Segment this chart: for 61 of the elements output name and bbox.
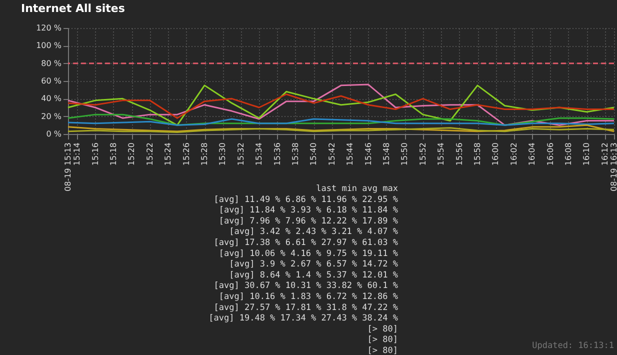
x-tick-label: 15:58	[473, 142, 482, 166]
x-tick-label: 15:24	[164, 142, 173, 166]
text: [avg] 11.84 % 3.93 % 6.18 % 11.84 %	[218, 206, 398, 216]
y-tick-label: 120 %	[36, 24, 62, 32]
x-tick-label: 08-19 15:13	[64, 142, 72, 192]
y-tick-label: 0 %	[46, 130, 62, 138]
text: [avg] 30.67 % 10.31 % 33.82 % 60.1 %	[214, 281, 398, 292]
x-tick-label: 15:56	[454, 142, 464, 166]
x-tick-label: 15:40	[309, 142, 318, 166]
text: [> 80]	[367, 346, 398, 355]
x-tick-label: 16:04	[528, 142, 537, 166]
chart-title: Internet All sites	[21, 2, 126, 15]
y-tick-label: 40 %	[41, 94, 62, 104]
x-tick-label: 15:20	[127, 142, 136, 166]
x-tick-label: 15:28	[200, 142, 209, 166]
x-tick-label: 15:36	[272, 142, 282, 166]
text: [avg] 3.42 % 2.43 % 3.21 % 4.07 %	[229, 227, 398, 238]
text: [avg] 7.96 % 7.96 % 12.22 % 17.89 %	[218, 216, 398, 226]
line-series	[67, 124, 615, 132]
x-tick-label: 15:22	[145, 142, 154, 166]
text: [avg] 27.57 % 17.81 % 31.8 % 47.22 %	[214, 302, 398, 313]
x-tick-label: 16:10	[582, 142, 592, 166]
x-tick-label: 15:54	[436, 142, 446, 166]
x-tick-label: 15:16	[90, 142, 100, 166]
x-tick-label: 15:38	[290, 142, 300, 166]
text: [avg] 3.9 % 2.67 % 6.57 % 14.72 %	[229, 260, 398, 270]
y-tick-label: 20 %	[41, 112, 62, 121]
x-tick-label: 15:46	[364, 142, 373, 166]
line-series	[67, 114, 615, 126]
x-tick-label: 15:18	[108, 142, 118, 166]
x-tick-label: 15:50	[400, 142, 410, 166]
x-tick-label: 16:02	[509, 142, 518, 166]
y-tick-label: 60 %	[41, 76, 62, 86]
x-tick-label: 16:00	[491, 142, 500, 166]
x-tick-label: 15:26	[182, 142, 191, 166]
text: [avg] 11.49 % 6.86 % 11.96 % 22.95 %	[214, 194, 398, 205]
text: [avg] 10.16 % 1.83 % 6.72 % 12.86 %	[218, 292, 398, 302]
text: [avg] 10.06 % 4.16 % 9.75 % 19.11 %	[218, 248, 398, 259]
x-tick-label: 15:30	[218, 142, 228, 166]
x-tick-label: 15:48	[382, 142, 391, 166]
x-tick-label: 16:08	[564, 142, 573, 166]
text: [> 80]	[367, 324, 398, 334]
x-tick-label: 15:52	[418, 142, 428, 166]
x-tick-label: 16:06	[546, 142, 555, 166]
line-series	[67, 118, 615, 126]
x-tick-label: 08-19 16:13	[610, 142, 617, 192]
text: [> 80]	[367, 335, 398, 346]
x-tick-label: 16:12	[600, 142, 610, 166]
x-tick-label: 15:44	[346, 142, 355, 166]
x-tick-label: 15:34	[254, 142, 264, 166]
y-tick-label: 100 %	[36, 41, 62, 50]
text: [avg] 17.38 % 6.61 % 27.97 % 61.03 %	[214, 238, 398, 248]
x-tick-label: 15:14	[72, 142, 82, 166]
text: [avg] 19.48 % 17.34 % 27.43 % 38.24 %	[208, 314, 398, 324]
line-series	[67, 94, 615, 119]
text: last min avg max	[316, 184, 398, 194]
text: [avg] 8.64 % 1.4 % 5.37 % 12.01 %	[229, 270, 398, 280]
x-tick-label: 15:42	[327, 142, 336, 166]
y-tick-label: 80 %	[41, 58, 62, 68]
text: Updated: 16:13:1	[532, 341, 614, 351]
x-tick-label: 15:32	[236, 142, 246, 166]
